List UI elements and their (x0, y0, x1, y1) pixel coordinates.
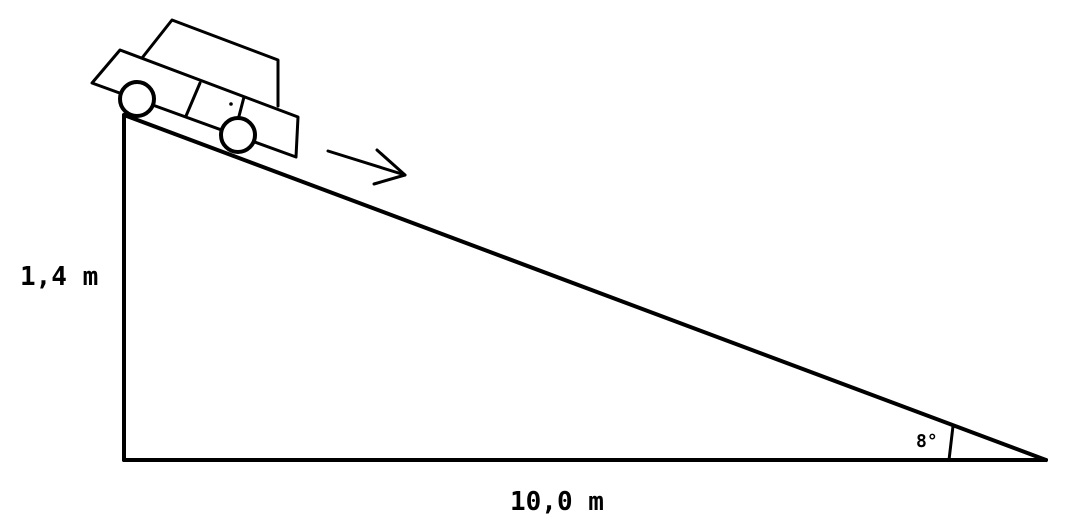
height-label: 1,4 m (20, 262, 98, 292)
angle-arc-mark (947, 424, 955, 462)
direction-arrow (326, 148, 407, 186)
ramp-incline (122, 113, 1048, 462)
car-front-wheel (219, 116, 257, 154)
car-rear-wheel (118, 80, 156, 118)
car-door-line-front (184, 81, 202, 118)
car-cabin (140, 18, 280, 108)
car (90, 18, 300, 159)
ramp-triangle (122, 113, 1048, 462)
angle-label: 8° (916, 431, 938, 452)
base-label: 10,0 m (510, 487, 604, 517)
car-body (90, 48, 300, 159)
car-door-handle (229, 102, 233, 106)
